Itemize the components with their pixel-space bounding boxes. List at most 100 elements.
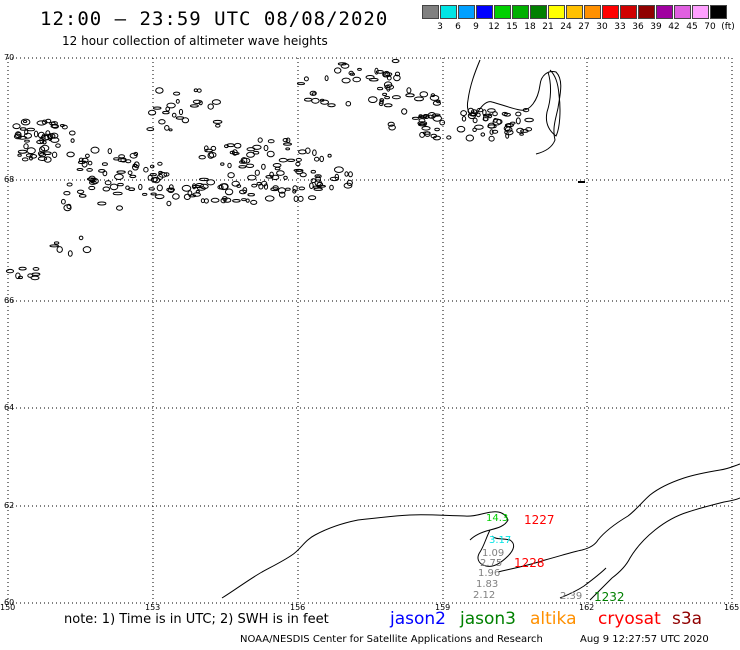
colorbar-swatch bbox=[602, 5, 619, 19]
lake-outline bbox=[148, 109, 157, 116]
lake-outline bbox=[487, 122, 495, 129]
lake-outline bbox=[492, 111, 498, 117]
lake-outline bbox=[293, 195, 299, 203]
lake-outline bbox=[17, 153, 22, 157]
lake-outline bbox=[152, 176, 161, 184]
colorbar-label: 36 bbox=[632, 22, 644, 32]
lake-outline bbox=[357, 67, 362, 71]
satellite-cryosat: cryosat bbox=[598, 609, 661, 629]
colorbar-swatch bbox=[440, 5, 457, 19]
colorbar-label: 45 bbox=[686, 22, 698, 32]
latitude-label: 66 bbox=[4, 296, 15, 305]
east-siberian-coastline bbox=[467, 59, 562, 155]
lake-outline bbox=[269, 171, 274, 178]
lake-outline bbox=[375, 70, 384, 74]
lake-outline bbox=[67, 250, 73, 257]
lake-outline bbox=[171, 112, 177, 118]
lake-outline bbox=[430, 93, 436, 98]
lake-outline bbox=[181, 184, 192, 192]
colorbar-label: 70 bbox=[704, 22, 716, 32]
footer-note: note: 1) Time is in UTC; 2) SWH is in fe… bbox=[64, 612, 329, 627]
lake-outline bbox=[314, 156, 320, 162]
lake-outline bbox=[210, 197, 220, 203]
lake-outline bbox=[49, 132, 59, 139]
tundra-lakes bbox=[5, 58, 534, 281]
swh-value: 14.3 bbox=[486, 513, 509, 524]
colorbar-swatch bbox=[512, 5, 529, 19]
lake-outline bbox=[277, 187, 286, 194]
lake-outline bbox=[157, 173, 164, 180]
lake-outline bbox=[172, 193, 180, 200]
colorbar-swatch bbox=[584, 5, 601, 19]
kamchatka-north-coastline bbox=[497, 463, 740, 573]
longitude-label: 150 bbox=[0, 603, 16, 612]
lake-outline bbox=[324, 75, 329, 82]
lake-outline bbox=[305, 147, 311, 154]
lake-outline bbox=[55, 143, 61, 148]
lake-outline bbox=[422, 131, 431, 135]
lake-outline bbox=[238, 165, 247, 169]
lake-outline bbox=[272, 185, 279, 191]
lake-outline bbox=[298, 149, 307, 155]
lake-outline bbox=[37, 156, 48, 161]
lake-outline bbox=[78, 235, 84, 241]
lake-outline bbox=[116, 170, 126, 174]
lake-outline bbox=[315, 175, 321, 183]
lake-outline bbox=[42, 151, 52, 155]
lake-outline bbox=[189, 104, 199, 108]
lake-outline bbox=[166, 102, 176, 109]
lake-outline bbox=[427, 114, 433, 119]
lake-outline bbox=[401, 108, 408, 115]
lake-outline bbox=[102, 186, 111, 192]
lake-outline bbox=[365, 75, 375, 80]
lake-outline bbox=[352, 76, 362, 83]
lake-outline bbox=[327, 153, 332, 158]
lake-outline bbox=[40, 134, 50, 141]
lake-outline bbox=[156, 184, 163, 192]
lake-outline bbox=[45, 118, 52, 124]
lake-outline bbox=[384, 84, 395, 90]
lake-outline bbox=[297, 195, 304, 202]
colorbar-label: 24 bbox=[560, 22, 572, 32]
lake-outline bbox=[19, 127, 27, 131]
lake-outline bbox=[50, 137, 60, 143]
lake-outline bbox=[283, 142, 292, 146]
lake-outline bbox=[505, 123, 514, 128]
penzhina-bay-coastline bbox=[589, 497, 740, 601]
lake-outline bbox=[90, 146, 100, 154]
lake-outline bbox=[348, 171, 353, 178]
colorbar-swatch bbox=[422, 5, 439, 19]
lake-outline bbox=[378, 101, 384, 107]
lake-outline bbox=[26, 147, 36, 155]
lake-outline bbox=[384, 72, 393, 77]
lake-outline bbox=[446, 135, 452, 140]
lake-outline bbox=[258, 183, 264, 190]
lake-outline bbox=[285, 147, 291, 151]
lake-outline bbox=[414, 96, 424, 102]
lake-outline bbox=[78, 194, 87, 198]
lake-outline bbox=[387, 121, 395, 127]
lake-outline bbox=[519, 132, 524, 136]
lake-outline bbox=[152, 106, 162, 110]
swh-value: 1.09 bbox=[482, 548, 505, 559]
lake-outline bbox=[63, 191, 71, 196]
lake-outline bbox=[129, 174, 137, 179]
lake-outline bbox=[417, 121, 428, 126]
colorbar-label: 21 bbox=[542, 22, 554, 32]
lake-outline bbox=[261, 163, 266, 170]
lake-outline bbox=[296, 82, 306, 86]
lake-outline bbox=[36, 139, 45, 145]
lake-outline bbox=[97, 201, 107, 206]
lake-outline bbox=[293, 168, 304, 172]
colorbar-swatch bbox=[638, 5, 655, 19]
lake-outline bbox=[264, 195, 275, 202]
lake-outline bbox=[50, 124, 59, 128]
lake-outline bbox=[292, 185, 298, 192]
lake-outline bbox=[166, 187, 176, 192]
lake-outline bbox=[329, 176, 340, 182]
lake-outline bbox=[247, 193, 255, 197]
colorbar-swatch bbox=[566, 5, 583, 19]
lake-outline bbox=[245, 198, 250, 203]
lake-outline bbox=[181, 117, 190, 124]
lake-outline bbox=[132, 164, 139, 171]
